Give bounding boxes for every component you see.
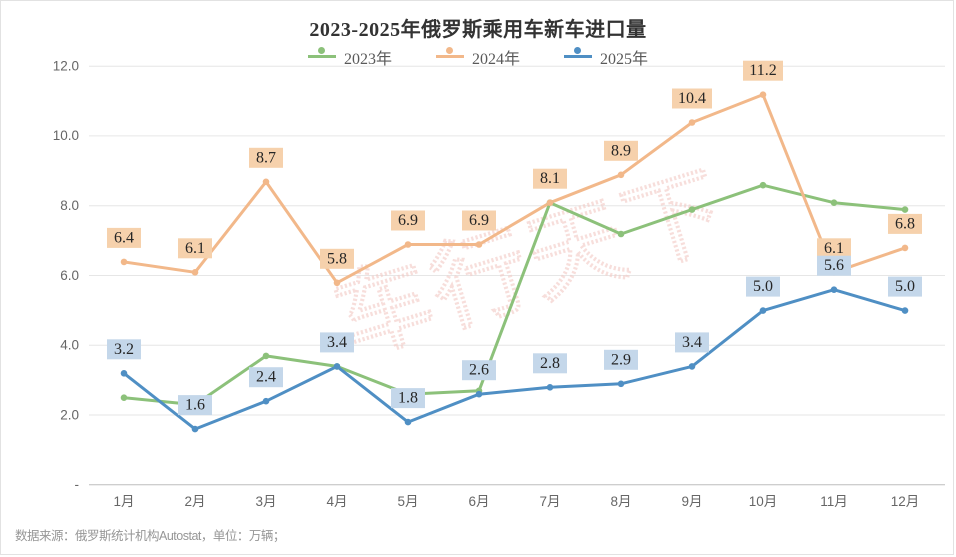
- svg-text:10月: 10月: [749, 494, 778, 509]
- svg-text:11.2: 11.2: [749, 62, 776, 79]
- svg-text:5月: 5月: [397, 494, 418, 509]
- svg-text:8月: 8月: [610, 494, 631, 509]
- svg-text:2.0: 2.0: [60, 407, 79, 422]
- svg-text:4.0: 4.0: [60, 338, 79, 353]
- svg-text:3.4: 3.4: [682, 334, 702, 351]
- svg-text:2月: 2月: [184, 494, 205, 509]
- svg-text:8.9: 8.9: [611, 142, 631, 159]
- svg-text:5.8: 5.8: [327, 250, 347, 267]
- svg-text:12月: 12月: [891, 494, 920, 509]
- svg-text:2.8: 2.8: [540, 355, 560, 372]
- svg-text:6.8: 6.8: [895, 215, 915, 232]
- svg-text:2.4: 2.4: [256, 369, 276, 386]
- svg-text:8.7: 8.7: [256, 149, 276, 166]
- svg-text:9月: 9月: [681, 494, 702, 509]
- svg-text:6.9: 6.9: [398, 212, 418, 229]
- svg-text:8.1: 8.1: [540, 170, 560, 187]
- svg-text:5.6: 5.6: [824, 257, 844, 274]
- svg-text:2.9: 2.9: [611, 351, 631, 368]
- svg-text:10.4: 10.4: [678, 90, 706, 107]
- svg-text:6月: 6月: [468, 494, 489, 509]
- svg-text:6.4: 6.4: [114, 229, 134, 246]
- svg-text:3.2: 3.2: [114, 341, 134, 358]
- svg-text:2.6: 2.6: [469, 362, 489, 379]
- svg-text:12.0: 12.0: [53, 59, 79, 74]
- svg-text:10.0: 10.0: [53, 128, 79, 143]
- svg-text:3.4: 3.4: [327, 334, 347, 351]
- svg-text:5.0: 5.0: [895, 278, 915, 295]
- svg-text:6.1: 6.1: [824, 240, 844, 257]
- svg-text:4月: 4月: [326, 494, 347, 509]
- svg-text:6.9: 6.9: [469, 212, 489, 229]
- svg-text:8.0: 8.0: [60, 198, 79, 213]
- svg-text:6.0: 6.0: [60, 268, 79, 283]
- svg-text:1月: 1月: [113, 494, 134, 509]
- svg-text:-: -: [75, 477, 80, 492]
- svg-text:6.1: 6.1: [185, 240, 205, 257]
- svg-text:1.6: 1.6: [185, 397, 205, 414]
- svg-text:1.8: 1.8: [398, 390, 418, 407]
- svg-text:11月: 11月: [820, 494, 848, 509]
- svg-text:5.0: 5.0: [753, 278, 773, 295]
- svg-text:7月: 7月: [539, 494, 560, 509]
- svg-text:3月: 3月: [255, 494, 276, 509]
